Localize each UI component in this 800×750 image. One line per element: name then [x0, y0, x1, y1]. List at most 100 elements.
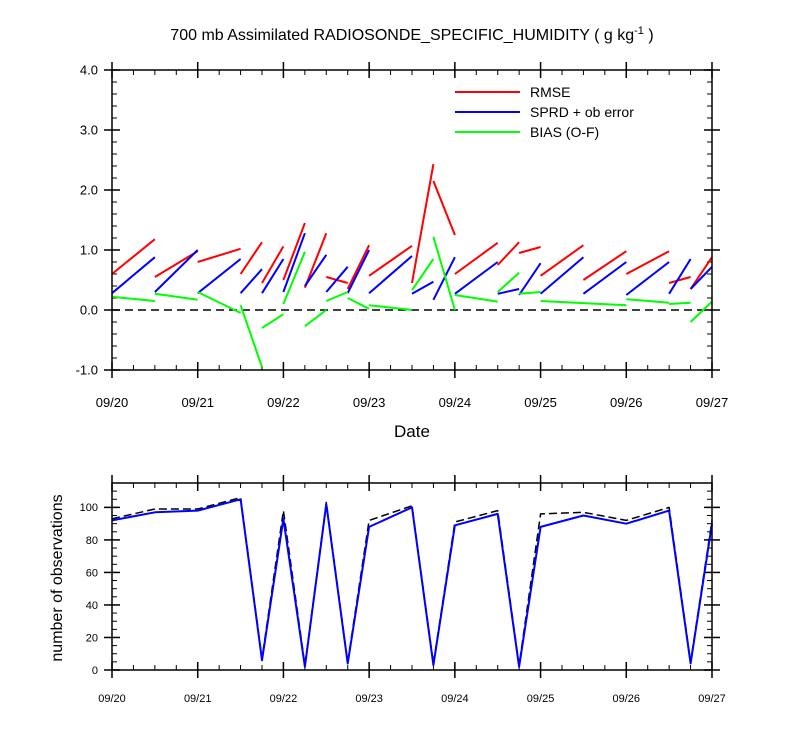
series-segment [325, 291, 349, 302]
y-tick-label: 0 [92, 665, 98, 677]
series-segment [261, 258, 285, 294]
series-segment [454, 294, 498, 303]
top-chart: 700 mb Assimilated RADIOSONDE_SPECIFIC_H… [76, 25, 729, 441]
bottom-plot-area: 09/20 09/21 09/22 09/23 09/24 09/25 09/26 09/27… [80, 475, 726, 705]
series-segment [346, 249, 370, 294]
legend-label: RMSE [530, 84, 570, 100]
series-segment [154, 250, 199, 278]
x-tick-label: 09/26 [610, 395, 643, 410]
series-segment [689, 300, 713, 323]
y-tick-label: 40 [86, 600, 98, 612]
chart-title: 700 mb Assimilated RADIOSONDE_SPECIFIC_H… [170, 25, 653, 44]
series-segment [540, 300, 627, 307]
y-tick-label: 2.0 [80, 183, 98, 198]
bottom-chart: 09/20 09/21 09/22 09/23 09/24 09/25 09/26 09/27… [49, 475, 726, 705]
series-segment [239, 304, 263, 368]
x-tick-label: 09/27 [696, 395, 729, 410]
series-segment [668, 258, 692, 295]
x-tick-label: 09/20 [96, 395, 129, 410]
series-segment [282, 251, 306, 305]
y-tick-label: 80 [86, 535, 98, 547]
chart-title-superscript: -1 [634, 25, 644, 37]
series-segment [368, 255, 413, 294]
series-segment [303, 232, 328, 289]
series-segment [411, 258, 435, 291]
series-bias-o-f [111, 236, 713, 368]
series-segment [197, 247, 241, 263]
series-segment [432, 180, 456, 236]
series-segment [325, 266, 349, 293]
x-tick-label: 09/21 [181, 395, 214, 410]
series-segment [454, 241, 499, 275]
legend-label: SPRD + ob error [530, 104, 634, 120]
series-segment [197, 291, 242, 314]
top-plot-area: 09/20 09/21 09/22 09/23 09/24 09/25 09/26 09/27… [76, 62, 729, 410]
series-segment [411, 280, 434, 295]
series-segment [282, 222, 306, 281]
series-segment [689, 266, 713, 290]
series-segment [689, 256, 713, 290]
series-segment [111, 256, 156, 294]
series-segment [368, 304, 413, 311]
series-segment [347, 297, 370, 310]
series-assimilated [111, 498, 713, 668]
series-segment [668, 276, 691, 284]
series-segment [432, 236, 456, 311]
series-segment [261, 313, 284, 329]
series-segment [626, 298, 670, 304]
y-axis-title: number of observations [49, 494, 66, 661]
series-segment [582, 261, 627, 295]
series-segment [368, 244, 413, 277]
series-segment [411, 164, 435, 284]
series-segment [497, 272, 520, 293]
series-segment [432, 256, 456, 301]
x-tick-label: 09/25 [524, 395, 557, 410]
chart-title-main: 700 mb Assimilated RADIOSONDE_SPECIFIC_H… [170, 27, 634, 44]
series-segment [540, 244, 584, 277]
x-tick-label: 09/23 [355, 693, 383, 705]
x-tick-label: 09/20 [98, 693, 126, 705]
top-plot-border [111, 69, 713, 371]
legend-label: BIAS (O-F) [530, 124, 599, 140]
series-rmse [111, 164, 713, 290]
series-segment [282, 232, 306, 293]
x-tick-label: 09/25 [527, 693, 555, 705]
x-tick-label: 09/27 [698, 693, 726, 705]
chart-title-suffix: ) [644, 27, 654, 44]
y-tick-label: 3.0 [80, 123, 98, 138]
series-segment [454, 261, 499, 295]
x-tick-label: 09/26 [613, 693, 641, 705]
series-segment [197, 258, 242, 294]
series-segment [518, 262, 542, 296]
series-segment [539, 256, 585, 295]
x-tick-label: 09/22 [270, 693, 298, 705]
x-tick-label: 09/22 [267, 395, 300, 410]
series-segment [154, 249, 199, 293]
series-segment [261, 245, 285, 284]
y-tick-label: 60 [86, 567, 98, 579]
series-segment [239, 241, 263, 275]
series-segment [625, 250, 670, 275]
x-tick-label: 09/24 [441, 693, 469, 705]
series-segment [496, 241, 520, 266]
bottom-plot-border [111, 482, 713, 671]
series-segment [519, 291, 541, 295]
x-tick-label: 09/24 [439, 395, 472, 410]
series-segment [669, 301, 691, 305]
series-segment [111, 238, 156, 275]
x-axis-title: Date [394, 422, 430, 441]
series-segment [304, 254, 328, 287]
series-segment [111, 295, 155, 302]
series-segment [582, 250, 627, 281]
y-tick-label: -1.0 [76, 363, 98, 378]
series-segment [346, 244, 370, 290]
x-tick-label: 09/23 [353, 395, 386, 410]
series-segment [304, 309, 327, 327]
series-segment [154, 292, 198, 301]
legend: RMSE SPRD + ob error BIAS (O-F) [455, 84, 634, 140]
y-tick-label: 4.0 [80, 63, 98, 78]
series-segment [625, 261, 670, 296]
y-tick-label: 20 [86, 632, 98, 644]
x-tick-label: 09/21 [184, 693, 212, 705]
